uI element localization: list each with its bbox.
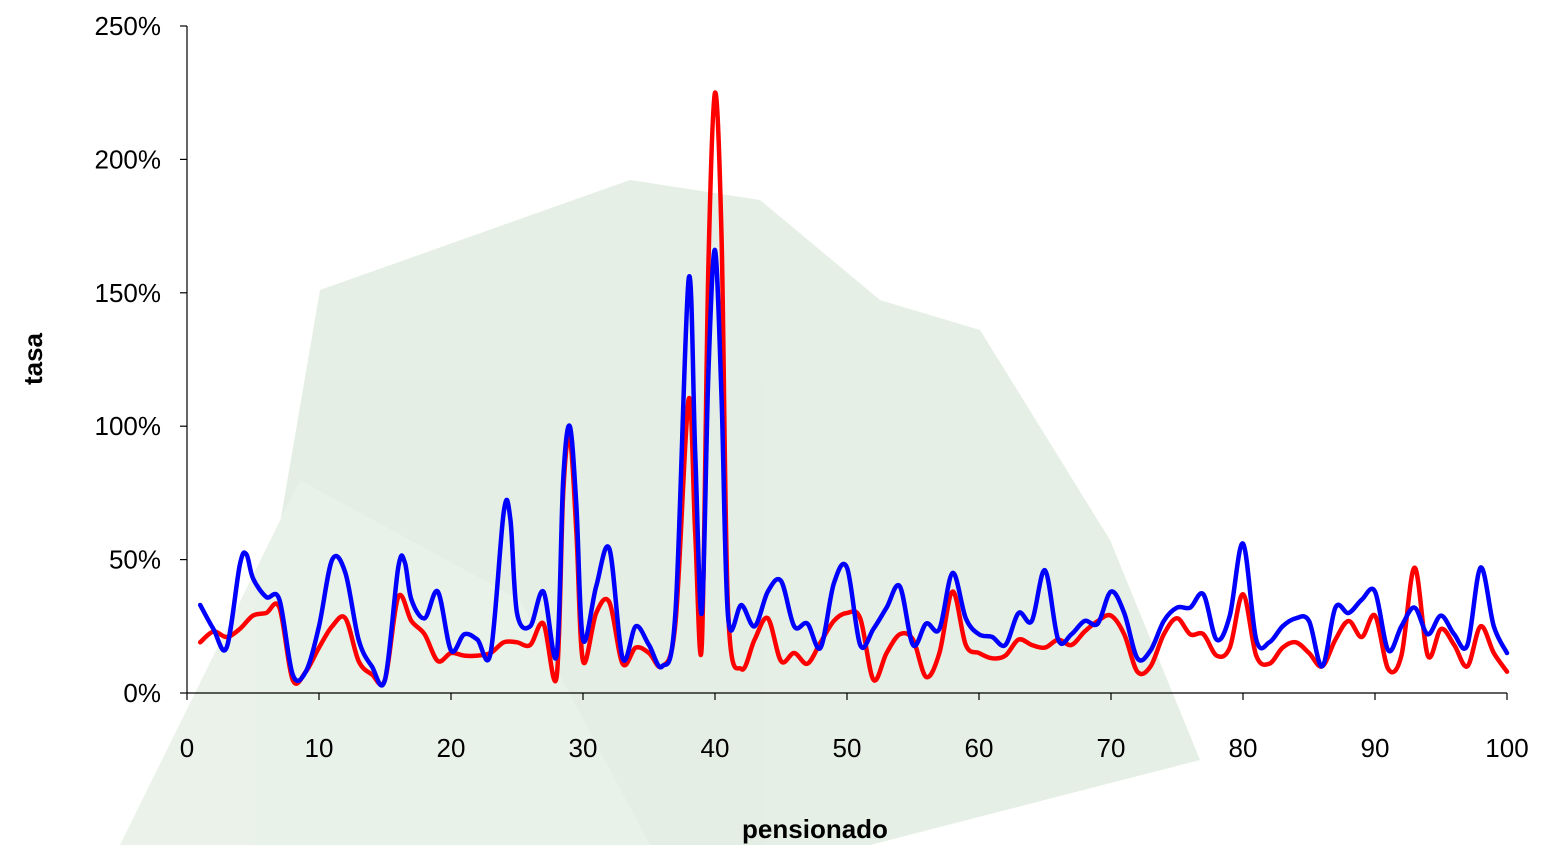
- y-tick-label: 200%: [95, 144, 162, 174]
- x-axis-title: pensionado: [742, 814, 888, 844]
- x-tick-label: 60: [965, 733, 994, 763]
- x-tick-label: 30: [569, 733, 598, 763]
- x-tick-label: 90: [1361, 733, 1390, 763]
- y-tick-label: 100%: [95, 411, 162, 441]
- y-tick-label: 0%: [123, 678, 161, 708]
- y-tick-label: 50%: [109, 545, 161, 575]
- series-line-1: [197, 90, 1510, 687]
- x-tick-label: 80: [1229, 733, 1258, 763]
- axes: [180, 25, 1508, 700]
- x-tick-label: 50: [833, 733, 862, 763]
- tick-labels: 0% 50% 100% 150% 200% 250% 0 10 20 30 40 50 60 70 80 90…: [95, 11, 1529, 763]
- y-tick-label: 250%: [95, 11, 162, 41]
- x-tick-label: 20: [437, 733, 466, 763]
- x-tick-label: 10: [305, 733, 334, 763]
- x-tick-label: 40: [701, 733, 730, 763]
- x-tick-label: 0: [180, 733, 194, 763]
- series-layer: [197, 90, 1510, 688]
- background-watermark: [120, 180, 1200, 845]
- x-tick-label: 100: [1485, 733, 1528, 763]
- x-tick-label: 70: [1097, 733, 1126, 763]
- series-line-2: [197, 247, 1510, 688]
- y-axis-title: tasa: [18, 332, 48, 385]
- y-tick-label: 150%: [95, 278, 162, 308]
